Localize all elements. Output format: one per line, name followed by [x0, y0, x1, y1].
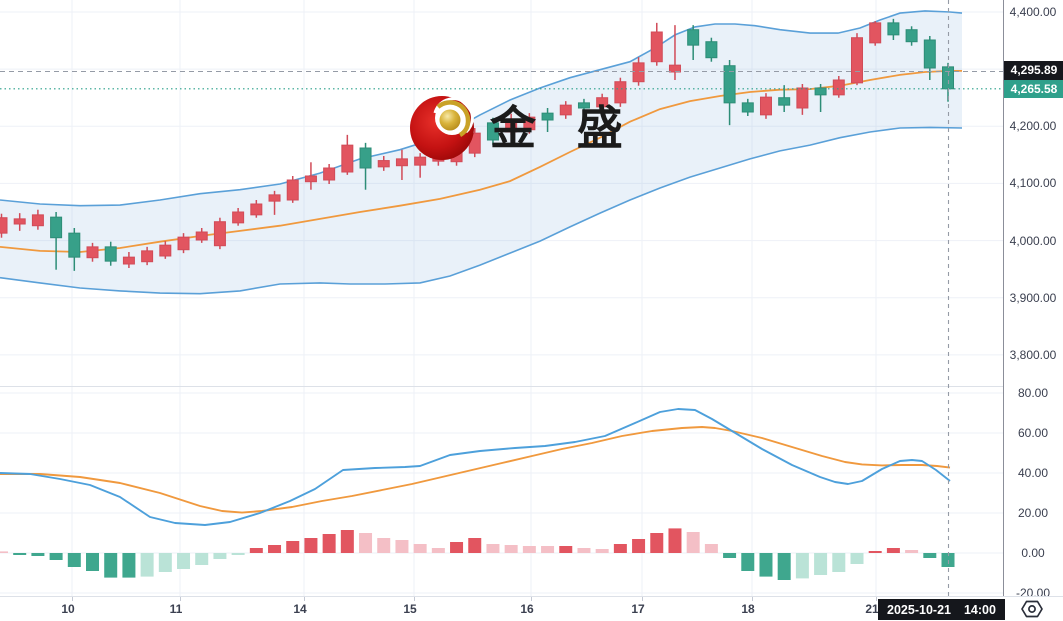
hexagon-dot-settings-icon[interactable]	[1019, 599, 1045, 619]
oscillator-slow-line	[0, 426, 951, 514]
time-axis-label: 18	[741, 602, 755, 616]
oscillator-fast-line	[0, 408, 951, 526]
price-axis-label: 3,800.00	[1009, 347, 1057, 362]
time-axis-tick	[72, 597, 73, 601]
gridlines	[0, 0, 1003, 596]
indicator-axis-label: 40.00	[1017, 466, 1049, 480]
indicator-axis-label: 20.00	[1017, 506, 1049, 520]
time-axis-label: 16	[520, 602, 534, 616]
bollinger-middle-line	[0, 70, 962, 253]
time-axis-tick	[304, 597, 305, 601]
last-price-badge: 4,265.58	[1004, 79, 1063, 98]
time-axis-tick	[531, 597, 532, 601]
crosshair-price-badge: 4,295.89	[1004, 61, 1063, 81]
time-axis-label: 10	[61, 602, 75, 616]
time-axis-tick	[180, 597, 181, 601]
crosshair-date: 2025-10-21	[887, 602, 951, 617]
price-axis-label: 4,000.00	[1009, 233, 1057, 248]
time-axis-tick	[642, 597, 643, 601]
crosshair-time-badge: 2025-10-21 14:00	[878, 599, 1005, 620]
chart-canvas[interactable]	[0, 0, 1003, 596]
time-axis-label: 21	[865, 602, 879, 616]
indicator-axis-label: 60.00	[1017, 426, 1049, 440]
price-axis[interactable]: 4,400.00 4,200.00 4,100.00 4,000.00 3,900.00…	[1003, 0, 1063, 621]
price-axis-label: 4,200.00	[1009, 119, 1057, 134]
price-axis-label: 3,900.00	[1009, 290, 1057, 305]
crosshair-time: 14:00	[963, 602, 996, 617]
time-axis-label: 14	[293, 602, 307, 616]
bollinger-upper-line	[0, 10, 963, 207]
price-axis-label: 4,100.00	[1009, 176, 1057, 191]
time-axis-tick	[752, 597, 753, 601]
time-axis[interactable]: 10 11 14 15 16 17 18 21 2025-10-21 14:00	[0, 596, 1063, 621]
indicator-axis-label: 0.00	[1021, 546, 1045, 560]
time-axis-label: 17	[631, 602, 645, 616]
price-axis-label: 4,400.00	[1009, 5, 1057, 19]
time-axis-label: 15	[403, 602, 417, 616]
oscillator-histogram	[0, 528, 955, 580]
candles-series	[0, 18, 955, 271]
time-axis-label: 11	[169, 602, 183, 616]
time-axis-tick	[876, 597, 877, 601]
bollinger-lower-line	[0, 126, 963, 295]
indicator-axis-label: 80.00	[1017, 386, 1049, 400]
time-axis-tick	[414, 597, 415, 601]
